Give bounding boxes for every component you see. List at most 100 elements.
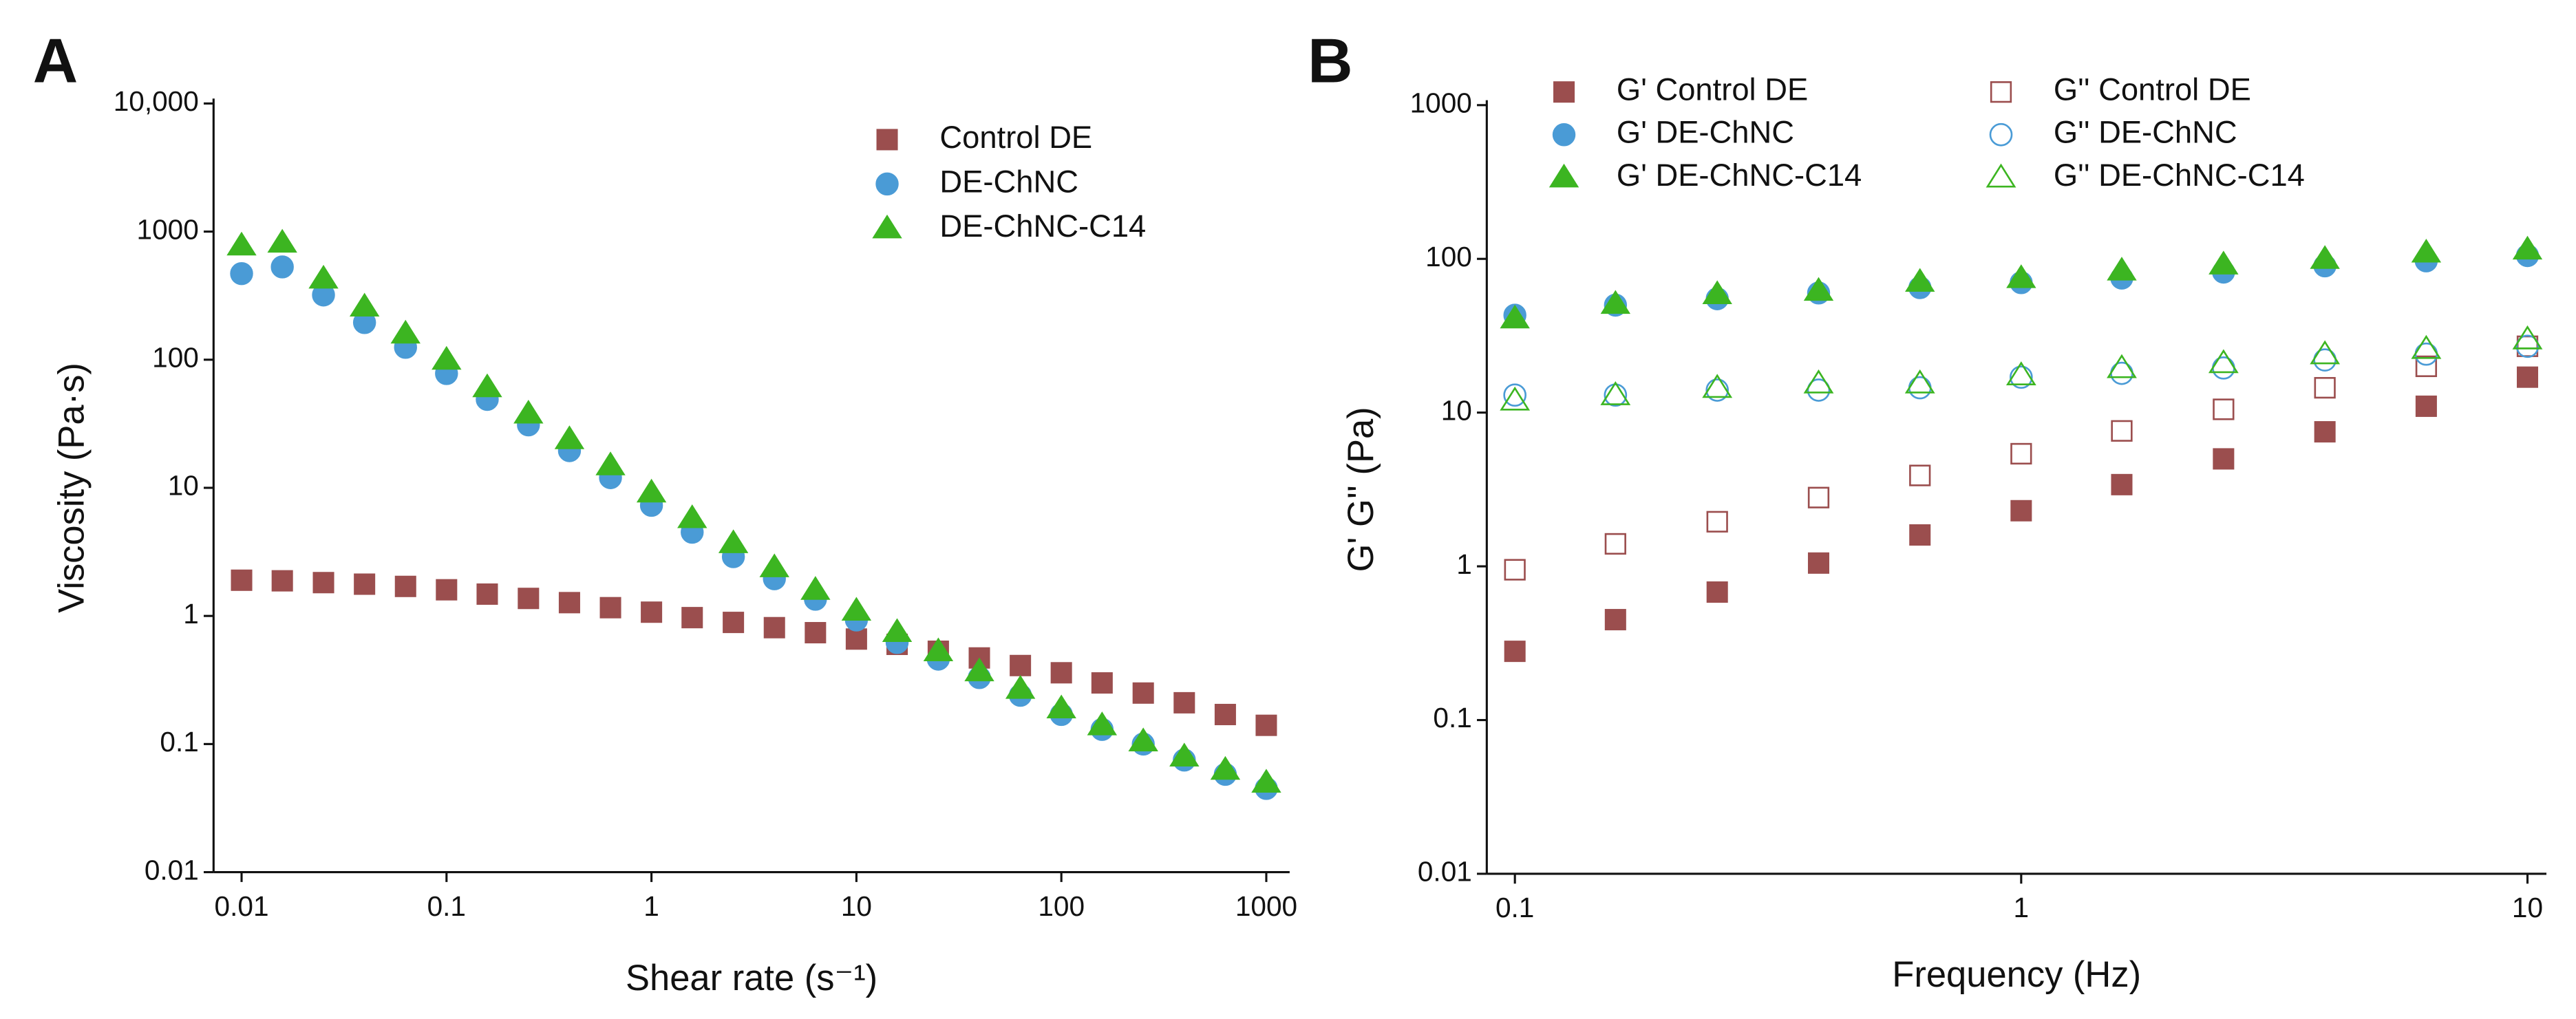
data-point xyxy=(554,425,585,449)
data-point xyxy=(1255,714,1277,736)
data-point xyxy=(436,579,458,601)
data-point xyxy=(1046,694,1076,718)
data-point xyxy=(759,553,789,577)
data-point xyxy=(1503,383,1527,407)
data-point xyxy=(1091,672,1113,694)
data-point xyxy=(2111,420,2133,442)
data-point xyxy=(1132,682,1154,704)
y-tick-label: 10 xyxy=(1441,394,1472,426)
y-tick-label: 100 xyxy=(1425,241,1472,272)
legend-label: G'' DE-ChNC xyxy=(2054,115,2237,150)
legend-marker xyxy=(1990,81,2012,103)
data-point xyxy=(2516,366,2539,388)
x-axis-label: Frequency (Hz) xyxy=(1892,954,2141,995)
data-point xyxy=(1705,378,1729,402)
data-point xyxy=(2208,349,2239,374)
data-point xyxy=(723,612,745,634)
panel-label: B xyxy=(1308,26,1353,96)
data-point xyxy=(1803,277,1834,301)
data-point xyxy=(1600,290,1631,314)
data-point xyxy=(432,345,462,370)
data-point xyxy=(636,478,667,503)
data-point xyxy=(1702,374,1733,398)
data-point xyxy=(308,264,339,289)
y-axis-label: Viscosity (Pa·s) xyxy=(51,363,92,613)
data-point xyxy=(1807,486,1830,508)
legend-label: G' Control DE xyxy=(1617,72,1808,107)
legend-label: G' DE-ChNC-C14 xyxy=(1617,158,1862,193)
data-point xyxy=(2208,250,2239,275)
legend-label: Control DE xyxy=(939,120,1092,155)
data-point xyxy=(2111,473,2133,495)
data-point xyxy=(1600,380,1631,405)
data-point xyxy=(1504,559,1526,581)
data-point xyxy=(230,261,253,286)
y-axis-label: G' G'' (Pa) xyxy=(1341,407,1381,572)
data-point xyxy=(394,575,416,597)
data-point xyxy=(964,657,994,682)
y-tick-label: 0.1 xyxy=(160,726,198,758)
data-point xyxy=(1908,376,1932,400)
y-tick-label: 10,000 xyxy=(114,85,199,117)
data-point xyxy=(2212,356,2235,380)
x-tick-label: 1000 xyxy=(1235,890,1297,922)
x-tick-label: 1 xyxy=(643,890,659,922)
data-point xyxy=(1807,552,1830,574)
data-point xyxy=(2110,361,2133,385)
legend-label: G'' Control DE xyxy=(2054,72,2251,107)
data-point xyxy=(1500,386,1531,411)
data-point xyxy=(518,588,540,610)
data-point xyxy=(805,622,827,644)
data-point xyxy=(2515,334,2540,358)
data-point xyxy=(1807,378,1831,402)
data-point xyxy=(1904,369,1935,394)
data-point xyxy=(2310,340,2341,365)
data-point xyxy=(2213,398,2235,420)
data-point xyxy=(1702,280,1732,304)
data-point xyxy=(599,597,621,619)
data-point xyxy=(2213,448,2235,470)
data-point xyxy=(1087,711,1118,736)
x-axis-label: Shear rate (s⁻¹) xyxy=(626,958,877,998)
data-point xyxy=(841,597,872,621)
x-tick-label: 0.01 xyxy=(215,890,269,922)
data-point xyxy=(1909,464,1931,486)
data-point xyxy=(800,576,831,600)
data-point xyxy=(1214,703,1236,725)
data-point xyxy=(1905,268,1935,292)
y-tick-label: 1 xyxy=(1456,548,1472,580)
data-point xyxy=(1173,691,1195,714)
data-point xyxy=(677,504,707,528)
data-point xyxy=(2314,421,2336,443)
x-tick-label: 10 xyxy=(841,890,872,922)
data-point xyxy=(476,583,498,605)
legend-marker xyxy=(872,214,902,239)
data-point xyxy=(2006,264,2036,288)
data-point xyxy=(513,400,544,424)
y-tick-label: 0.01 xyxy=(145,854,199,886)
y-tick-label: 1000 xyxy=(137,213,199,245)
panel-label: A xyxy=(33,26,78,96)
legend-marker xyxy=(1552,123,1576,147)
data-point xyxy=(1909,524,1931,546)
legend-label: G'' DE-ChNC-C14 xyxy=(2054,158,2305,193)
data-point xyxy=(271,570,293,592)
data-point xyxy=(354,573,376,595)
x-tick-label: 0.1 xyxy=(427,890,466,922)
data-point xyxy=(2010,442,2032,465)
legend-label: DE-ChNC-C14 xyxy=(939,208,1146,244)
y-tick-label: 0.1 xyxy=(1433,702,1471,733)
data-point xyxy=(2010,500,2032,522)
x-tick-label: 100 xyxy=(1038,890,1085,922)
y-tick-label: 1000 xyxy=(1410,87,1472,119)
data-point xyxy=(2415,395,2437,417)
data-point xyxy=(1050,662,1072,684)
data-point xyxy=(882,618,913,642)
data-point xyxy=(472,373,502,398)
data-point xyxy=(2107,354,2137,378)
data-point xyxy=(718,529,749,553)
data-point xyxy=(2414,342,2438,366)
data-point xyxy=(226,231,257,256)
data-point xyxy=(763,616,785,639)
